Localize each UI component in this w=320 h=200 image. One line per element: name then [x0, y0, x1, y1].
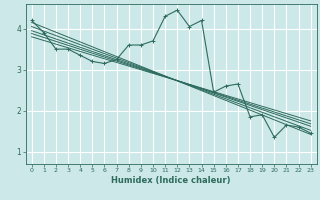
X-axis label: Humidex (Indice chaleur): Humidex (Indice chaleur)	[111, 176, 231, 185]
